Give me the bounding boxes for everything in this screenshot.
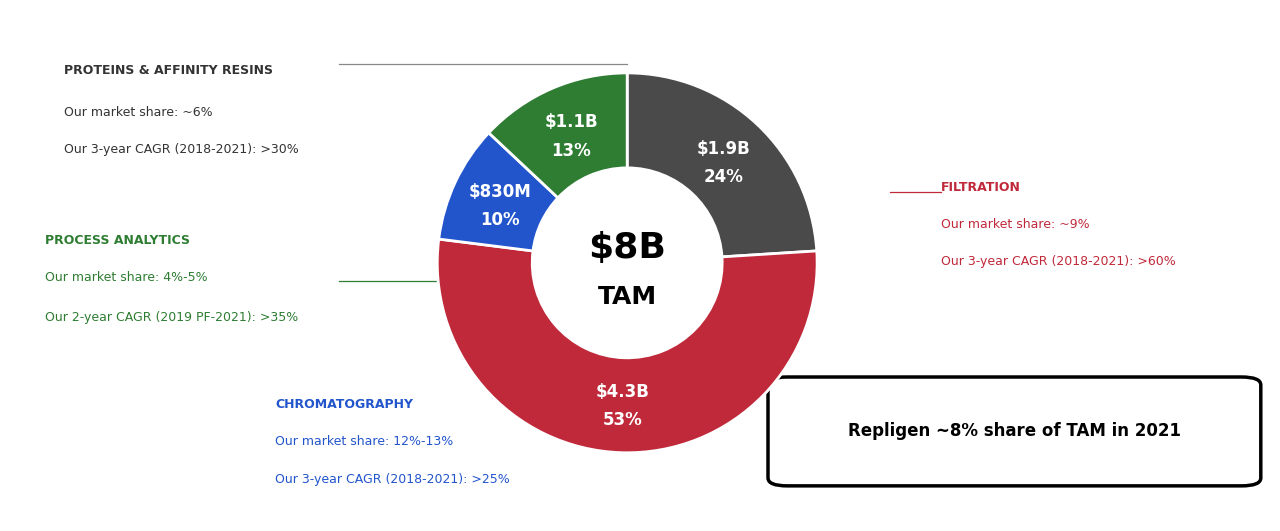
Text: $1.1B: $1.1B <box>544 114 598 132</box>
Wedge shape <box>489 73 627 198</box>
Text: 24%: 24% <box>704 168 744 186</box>
Wedge shape <box>439 133 558 251</box>
Text: $1.9B: $1.9B <box>696 140 750 158</box>
Text: $830M: $830M <box>468 183 531 201</box>
Text: Our market share: 12%-13%: Our market share: 12%-13% <box>275 435 453 448</box>
Text: Our market share: ~9%: Our market share: ~9% <box>941 218 1089 230</box>
Text: Our 3-year CAGR (2018-2021): >60%: Our 3-year CAGR (2018-2021): >60% <box>941 255 1175 268</box>
Text: $4.3B: $4.3B <box>596 383 650 401</box>
Text: 13%: 13% <box>552 142 591 160</box>
Text: Our 3-year CAGR (2018-2021): >25%: Our 3-year CAGR (2018-2021): >25% <box>275 473 509 485</box>
Text: CHROMATOGRAPHY: CHROMATOGRAPHY <box>275 398 413 411</box>
Point <box>485 395 500 401</box>
Point <box>882 189 897 195</box>
Text: TAM: TAM <box>598 285 657 309</box>
Point <box>933 189 948 195</box>
Text: Repligen ~8% share of TAM in 2021: Repligen ~8% share of TAM in 2021 <box>847 423 1181 440</box>
Point <box>524 278 539 285</box>
Text: 53%: 53% <box>603 412 643 430</box>
Text: Our market share: ~6%: Our market share: ~6% <box>64 106 212 119</box>
Line: 2 pts: 2 pts <box>493 361 582 398</box>
Text: PROCESS ANALYTICS: PROCESS ANALYTICS <box>45 234 189 246</box>
Text: Our 2-year CAGR (2019 PF-2021): >35%: Our 2-year CAGR (2019 PF-2021): >35% <box>45 311 298 323</box>
Text: FILTRATION: FILTRATION <box>941 181 1020 193</box>
Wedge shape <box>438 239 817 453</box>
Wedge shape <box>627 73 817 257</box>
Text: Our 3-year CAGR (2018-2021): >30%: Our 3-year CAGR (2018-2021): >30% <box>64 143 298 156</box>
FancyBboxPatch shape <box>768 377 1261 486</box>
Text: PROTEINS & AFFINITY RESINS: PROTEINS & AFFINITY RESINS <box>64 64 273 76</box>
Text: Our market share: 4%-5%: Our market share: 4%-5% <box>45 271 207 284</box>
Text: $8B: $8B <box>589 230 666 264</box>
Point <box>332 278 347 285</box>
Point <box>332 61 347 67</box>
Text: 10%: 10% <box>480 211 520 229</box>
Point <box>575 358 590 364</box>
Point <box>620 61 635 67</box>
